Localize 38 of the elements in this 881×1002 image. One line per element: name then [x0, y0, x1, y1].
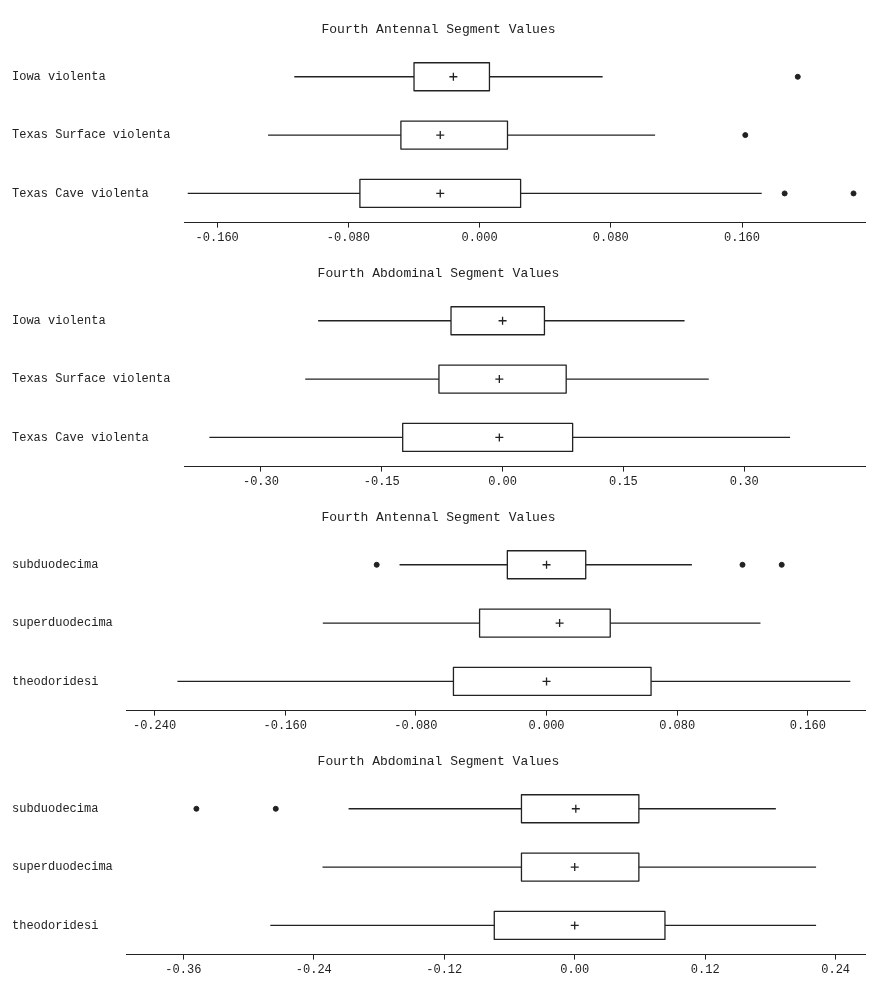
x-tick-label: 0.00 — [560, 962, 590, 977]
x-tick-label: 0.24 — [821, 962, 851, 977]
x-tick-label: -0.080 — [394, 718, 438, 733]
x-tick-label: -0.080 — [326, 230, 371, 245]
x-tick-label: 0.30 — [729, 474, 759, 489]
chart-title: Fourth Abdominal Segment Values — [317, 754, 560, 770]
y-tick-label: Texas Cave violenta — [12, 186, 149, 201]
x-tick-label: 0.160 — [789, 718, 826, 733]
x-tick-label: 0.080 — [659, 718, 696, 733]
y-tick-label: Texas Cave violenta — [12, 430, 149, 445]
y-tick-label: Texas Surface violenta — [12, 128, 171, 143]
y-tick-label: Texas Surface violenta — [12, 372, 171, 387]
y-tick-label: superduodecima — [12, 860, 113, 875]
x-tick-label: -0.36 — [165, 962, 202, 977]
x-tick-label: 0.160 — [724, 230, 761, 245]
x-tick-label: -0.160 — [195, 230, 239, 245]
y-tick-label: subduodecima — [12, 557, 99, 572]
x-tick-label: -0.160 — [263, 718, 307, 733]
y-tick-label: superduodecima — [12, 616, 113, 631]
x-tick-label: -0.240 — [132, 718, 177, 733]
chart-title: Fourth Antennal Segment Values — [321, 22, 556, 38]
x-tick-label: 0.00 — [488, 474, 517, 489]
x-tick-label: 0.080 — [592, 230, 629, 245]
y-tick-label: theodoridesi — [12, 918, 99, 933]
x-tick-label: -0.24 — [295, 962, 332, 977]
x-tick-label: 0.12 — [690, 962, 720, 977]
y-tick-label: theodoridesi — [12, 674, 99, 689]
x-tick-label: 0.000 — [528, 718, 565, 733]
x-tick-label: -0.15 — [363, 474, 400, 489]
chart-title: Fourth Abdominal Segment Values — [317, 266, 560, 282]
chart-title: Fourth Antennal Segment Values — [321, 510, 556, 526]
y-tick-label: Iowa violenta — [12, 313, 106, 328]
x-tick-label: 0.000 — [461, 230, 498, 245]
x-tick-label: -0.30 — [242, 474, 279, 489]
x-tick-label: -0.12 — [426, 962, 463, 977]
y-tick-label: subduodecima — [12, 801, 99, 816]
y-tick-label: Iowa violenta — [12, 69, 106, 84]
x-tick-label: 0.15 — [608, 474, 638, 489]
